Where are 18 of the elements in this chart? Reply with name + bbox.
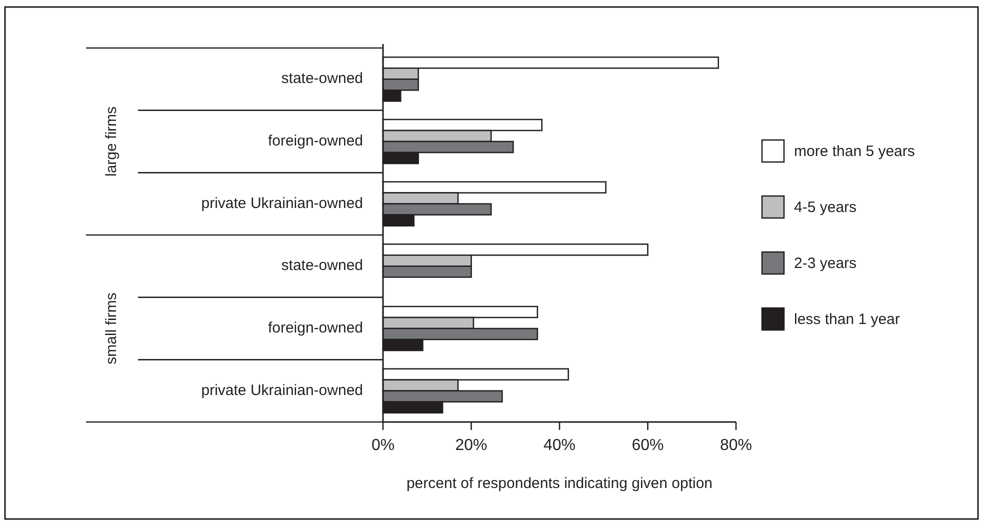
x-tick-label: 0% — [371, 437, 395, 454]
y-tick-label: foreign-owned — [268, 319, 363, 336]
x-tick-label: 60% — [632, 437, 664, 454]
legend-label: 2-3 years — [794, 254, 857, 272]
legend-label: less than 1 year — [794, 310, 900, 328]
y-tick-label: foreign-owned — [268, 132, 363, 150]
text: large firms — [102, 106, 120, 177]
y-tick-label: private Ukrainian-owned — [201, 194, 363, 212]
x-axis-title: percent of respondents indicating given option — [406, 475, 713, 492]
legend-label: more than 5 years — [794, 142, 915, 160]
x-tick-label: 20% — [455, 437, 488, 454]
x-tick-label: 40% — [543, 437, 576, 454]
y-tick-label: private Ukrainian-owned — [201, 382, 363, 399]
y-tick-label: state-owned — [281, 70, 363, 88]
legend-label: 4-5 years — [794, 198, 857, 216]
y-tick-label: state-owned — [281, 257, 363, 274]
x-tick-label: 80% — [720, 437, 752, 454]
text: small firms — [102, 292, 120, 364]
